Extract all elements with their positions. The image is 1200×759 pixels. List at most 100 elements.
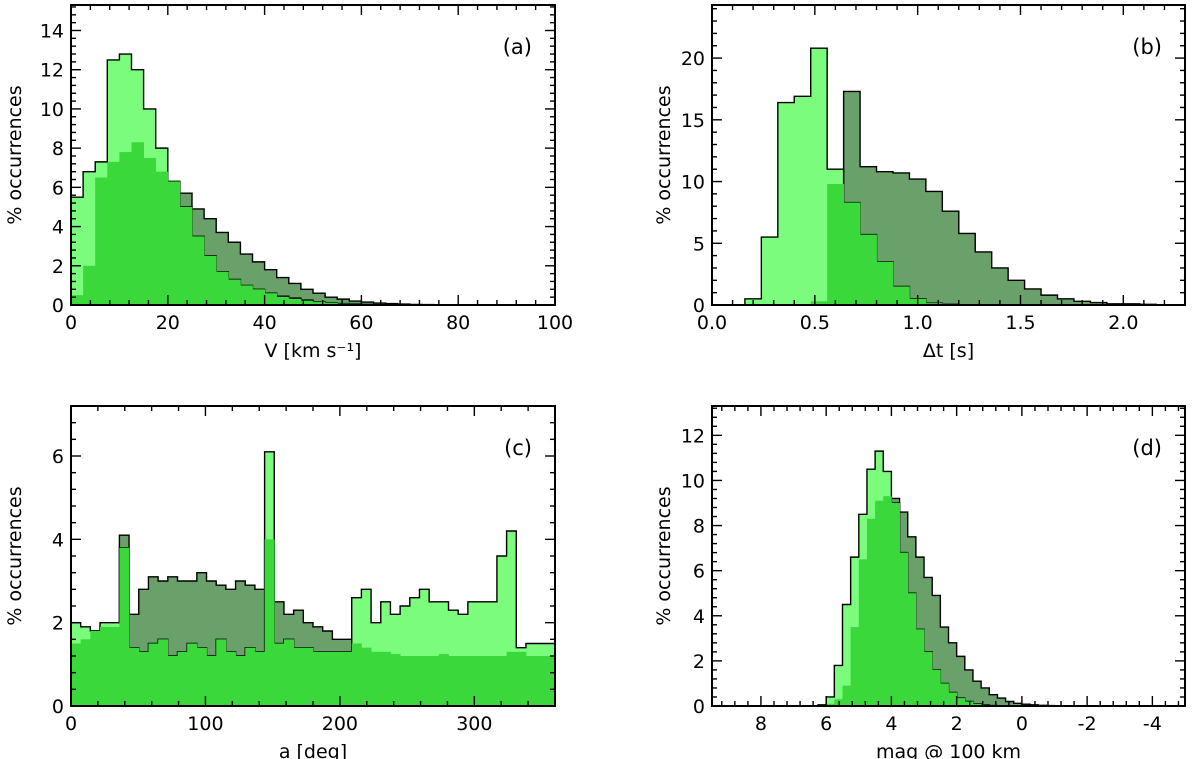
- y-tick-label: 6: [693, 561, 705, 583]
- histogram-outline-light: [712, 47, 1185, 305]
- histogram-bar-overlap: [196, 647, 207, 706]
- panel-a: 0 20 40 60 80 100 0 2 4 6 8 10 12 14 V [km s⁻¹] % occur…: [4, 4, 573, 362]
- histogram-bar-overlap: [390, 653, 401, 706]
- histogram-bar-overlap: [129, 647, 140, 706]
- histogram-bar-light: [777, 102, 795, 305]
- x-tick-label: 80: [446, 312, 470, 334]
- histogram-bar-dark: [325, 297, 338, 305]
- histogram-bar-overlap: [907, 593, 917, 706]
- histogram-bar-overlap: [458, 656, 469, 706]
- histogram-bar-overlap: [891, 502, 900, 706]
- histogram-bar-overlap: [409, 656, 420, 706]
- histogram-bar-overlap: [850, 627, 860, 706]
- plot-area: [71, 451, 555, 706]
- histogram-bar-light: [496, 556, 507, 706]
- y-tick-label: 4: [693, 606, 705, 628]
- histogram-bar-overlap: [438, 653, 449, 706]
- histogram-bar-dark: [148, 576, 159, 706]
- histogram-bar-overlap: [380, 651, 391, 706]
- histogram-bar-overlap: [206, 656, 217, 706]
- histogram-bar-overlap: [419, 656, 430, 706]
- x-tick-label: -4: [1143, 713, 1162, 735]
- plot-frame: [711, 405, 1186, 707]
- histogram-bar-dark: [1024, 288, 1042, 305]
- histogram-bar-overlap: [187, 643, 198, 706]
- histogram-bar-dark: [940, 627, 949, 706]
- histogram-bar-light: [419, 589, 430, 706]
- histogram-bar-overlap: [119, 152, 132, 305]
- histogram-bar-overlap: [361, 647, 372, 706]
- y-tick-label: 4: [52, 217, 64, 239]
- histogram-bar-overlap: [264, 293, 278, 305]
- plot-frame: [70, 4, 556, 306]
- histogram-bar-overlap: [216, 639, 227, 706]
- histogram-bar-overlap: [274, 643, 285, 706]
- histogram-bar-overlap: [276, 297, 290, 305]
- histogram-bar-overlap: [283, 639, 295, 706]
- histogram-bar-overlap: [80, 639, 91, 706]
- histogram-bar-light: [842, 604, 852, 706]
- plot-area: [71, 53, 555, 305]
- histogram-bar-overlap: [525, 656, 537, 706]
- panel-label: (c): [504, 436, 532, 460]
- panel-label: (d): [1132, 436, 1162, 460]
- x-tick-label: 0.5: [800, 312, 830, 334]
- histogram-bar-dark: [925, 191, 943, 305]
- histogram-bar-overlap: [71, 643, 82, 706]
- histogram-bar-overlap: [332, 651, 343, 706]
- histogram-bar-dark: [972, 681, 982, 706]
- histogram-bar-overlap: [252, 289, 265, 305]
- y-tick-label: 8: [52, 138, 64, 160]
- histogram-bar-overlap: [100, 626, 111, 706]
- x-tick-label: 0.0: [697, 312, 727, 334]
- y-tick-label: 14: [40, 20, 64, 42]
- histogram-bar-overlap: [131, 142, 144, 305]
- histogram-bar-overlap: [83, 265, 96, 305]
- histogram-bar-overlap: [342, 651, 353, 706]
- histogram-bar-light: [506, 531, 517, 706]
- x-tick-label: 0: [65, 312, 77, 334]
- histogram-bar-dark: [948, 642, 958, 706]
- panel-label: (a): [503, 35, 532, 59]
- histogram-bar-overlap: [107, 161, 120, 305]
- histogram-bar-overlap: [288, 299, 302, 305]
- histogram-bar-light: [438, 601, 449, 706]
- histogram-bar-overlap: [810, 301, 828, 305]
- histogram-bar-light: [429, 601, 440, 706]
- histogram-bar-dark: [245, 585, 256, 706]
- histogram-bar-dark: [225, 589, 236, 706]
- histogram-bar-overlap: [487, 656, 498, 706]
- histogram-bar-overlap: [300, 301, 314, 305]
- histogram-bar-overlap: [400, 656, 411, 706]
- histogram-bar-overlap: [204, 255, 217, 305]
- histogram-bar-overlap: [842, 685, 852, 706]
- histogram-bar-overlap: [109, 626, 120, 706]
- y-axis-label: % occurrences: [4, 85, 26, 224]
- histogram-bar-overlap: [254, 651, 265, 706]
- histogram-bar-dark: [964, 669, 974, 706]
- histogram-outline-light: [71, 53, 555, 305]
- histogram-bar-overlap: [940, 683, 949, 706]
- histogram-bar-dark: [989, 694, 998, 706]
- x-tick-label: 1.5: [1005, 312, 1035, 334]
- y-axis-label: % occurrences: [4, 486, 26, 625]
- histogram-bar-dark: [1041, 295, 1058, 305]
- y-tick-label: 10: [681, 470, 705, 492]
- plot-frame: [711, 4, 1186, 306]
- histogram-bar-dark: [958, 233, 976, 305]
- y-tick-label: 15: [681, 110, 705, 132]
- histogram-bar-overlap: [892, 286, 910, 305]
- y-tick-label: 5: [693, 233, 705, 255]
- histogram-bar-overlap: [71, 295, 84, 305]
- y-tick-label: 10: [681, 172, 705, 194]
- histogram-bar-overlap: [496, 656, 507, 706]
- x-axis-label: a [deg]: [279, 741, 347, 759]
- histogram-bar-overlap: [843, 202, 861, 305]
- histogram-bar-light: [467, 601, 478, 706]
- histogram-bar-overlap: [948, 692, 958, 706]
- histogram-bar-overlap: [972, 703, 982, 706]
- histogram-bar-overlap: [860, 234, 877, 305]
- x-tick-label: 2.0: [1108, 312, 1138, 334]
- plot-area: [712, 450, 1185, 706]
- x-axis-label: V [km s⁻¹]: [265, 340, 362, 362]
